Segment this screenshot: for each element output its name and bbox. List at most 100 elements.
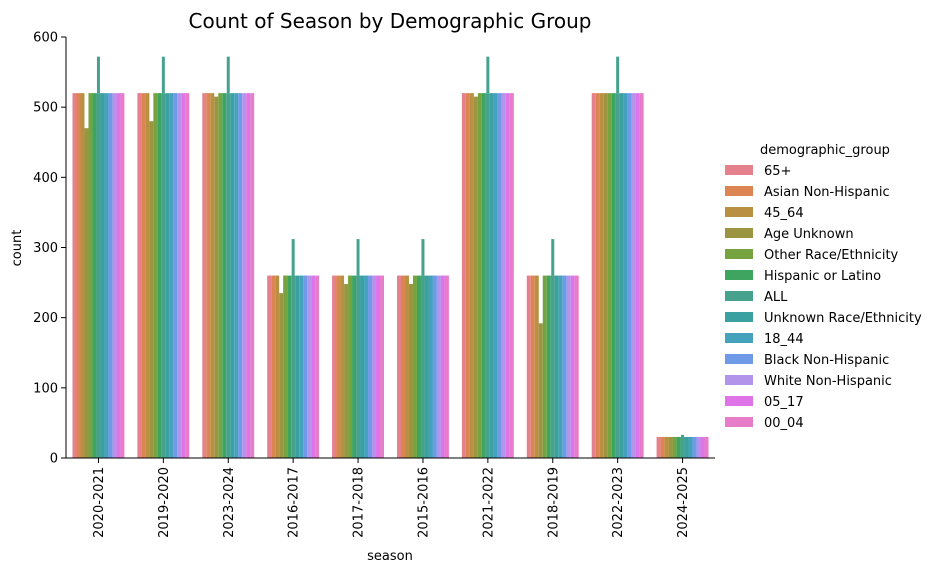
bar xyxy=(530,275,535,458)
bar xyxy=(352,275,357,458)
y-tick-label: 400 xyxy=(33,171,58,186)
legend-entry: Hispanic or Latino xyxy=(764,269,881,284)
bar xyxy=(461,93,466,458)
bar xyxy=(660,436,665,458)
bar xyxy=(465,93,470,458)
x-tick-label: 2019-2020 xyxy=(157,467,172,538)
bar xyxy=(497,93,502,458)
bar xyxy=(656,436,661,458)
bar xyxy=(696,436,701,458)
bar xyxy=(246,93,251,458)
bar xyxy=(372,275,377,458)
x-tick-label: 2021-2022 xyxy=(481,467,496,538)
legend-swatch xyxy=(725,417,753,427)
bar xyxy=(623,93,628,458)
bar xyxy=(704,436,709,458)
legend-swatch xyxy=(725,207,753,217)
bar xyxy=(307,275,312,458)
legend-swatch xyxy=(725,312,753,322)
bar xyxy=(672,436,677,458)
bar xyxy=(364,275,369,458)
bar xyxy=(591,93,596,458)
bar xyxy=(80,93,85,458)
bar xyxy=(607,93,612,458)
bar xyxy=(84,128,89,458)
legend-swatch xyxy=(725,396,753,406)
bar xyxy=(173,93,178,458)
bar xyxy=(279,293,284,458)
bar xyxy=(611,93,616,458)
bar xyxy=(538,323,543,458)
bar xyxy=(88,93,93,458)
bar xyxy=(185,93,190,458)
legend-swatch xyxy=(725,270,753,280)
bar xyxy=(668,436,673,458)
bar xyxy=(493,93,498,458)
error-bars-group xyxy=(96,56,685,437)
bar xyxy=(664,436,669,458)
legend-entry: Unknown Race/Ethnicity xyxy=(764,311,922,326)
y-tick-label: 200 xyxy=(33,311,58,326)
bar xyxy=(348,275,353,458)
bar xyxy=(676,436,681,458)
bar xyxy=(631,93,636,458)
legend-entry: Asian Non-Hispanic xyxy=(764,185,890,200)
bar xyxy=(505,93,510,458)
y-tick-label: 100 xyxy=(33,381,58,396)
bar xyxy=(336,275,341,458)
bar xyxy=(165,93,170,458)
bar xyxy=(368,275,373,458)
legend-entry: ALL xyxy=(764,290,788,305)
bar xyxy=(315,275,320,458)
bar xyxy=(214,96,219,459)
bar xyxy=(546,275,551,458)
bar xyxy=(181,93,186,458)
bar xyxy=(112,93,117,458)
bar xyxy=(615,93,620,458)
legend-title: demographic_group xyxy=(760,143,890,158)
legend-swatch xyxy=(725,375,753,385)
bar xyxy=(238,93,243,458)
bar xyxy=(469,93,474,458)
legend-entry: Black Non-Hispanic xyxy=(764,353,889,368)
x-tick-label: 2016-2017 xyxy=(287,467,302,538)
bar xyxy=(639,93,644,458)
y-tick-label: 300 xyxy=(33,241,58,256)
bar xyxy=(534,275,539,458)
bar xyxy=(344,283,349,458)
bar xyxy=(230,93,235,458)
bar xyxy=(96,93,101,458)
bar xyxy=(242,93,247,458)
bar xyxy=(169,93,174,458)
bar xyxy=(574,275,579,458)
bar xyxy=(222,93,227,458)
bar xyxy=(161,93,166,458)
y-axis: 0 100 200 300 400 500 600 xyxy=(33,31,67,467)
bar xyxy=(120,93,125,458)
x-tick-label: 2022-2023 xyxy=(611,467,626,538)
x-axis: 2020-2021 2019-2020 2023-2024 2016-2017 2017… xyxy=(66,457,715,538)
bar xyxy=(489,93,494,458)
bar xyxy=(303,275,308,458)
bar xyxy=(137,93,142,458)
bar xyxy=(76,93,81,458)
bar xyxy=(332,275,337,458)
bar xyxy=(416,275,421,458)
y-tick-label: 0 xyxy=(50,452,58,467)
x-tick-label: 2024-2025 xyxy=(676,467,691,538)
bar xyxy=(291,275,296,458)
bar xyxy=(485,93,490,458)
bar xyxy=(424,275,429,458)
legend-entry: White Non-Hispanic xyxy=(764,374,892,389)
bar xyxy=(311,275,316,458)
legend-swatch xyxy=(725,291,753,301)
bar xyxy=(627,93,632,458)
bar xyxy=(684,436,689,458)
bar xyxy=(376,275,381,458)
bar xyxy=(599,93,604,458)
bar xyxy=(400,275,405,458)
bar xyxy=(356,275,361,458)
x-tick-label: 2020-2021 xyxy=(92,467,107,538)
bar xyxy=(436,275,441,458)
